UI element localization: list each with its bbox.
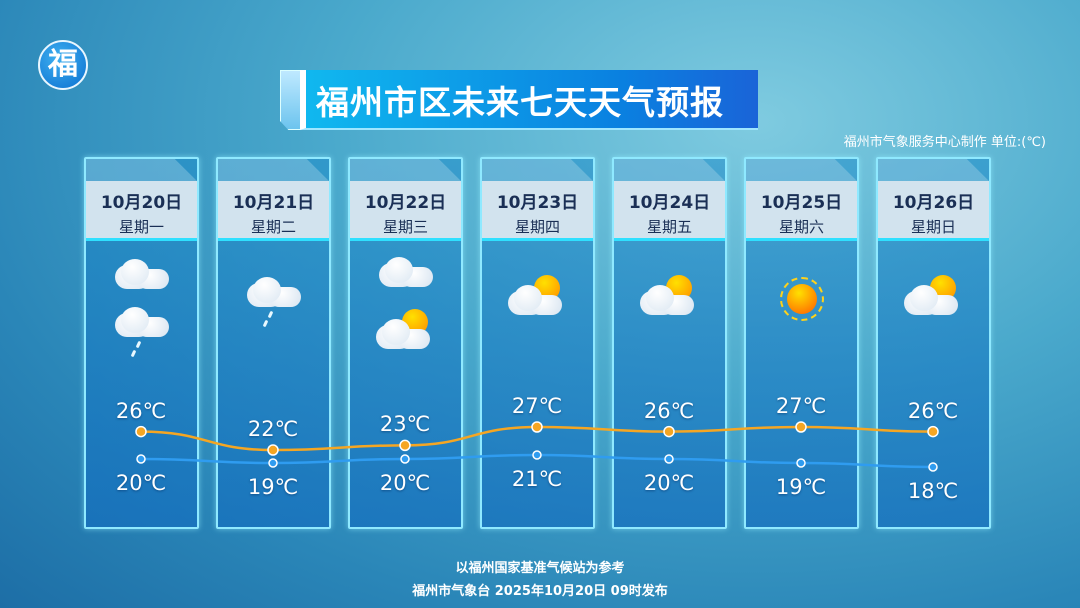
low-temp-point bbox=[400, 454, 410, 464]
card-header: 10月25日 星期六 bbox=[746, 181, 857, 241]
low-temp-point bbox=[664, 454, 674, 464]
day-card: 10月23日 星期四 bbox=[480, 157, 595, 529]
credit-unit: 福州市气象服务中心制作 单位:(℃) bbox=[843, 135, 1046, 150]
day-weekday: 星期四 bbox=[514, 218, 560, 236]
day-weekday: 星期六 bbox=[778, 218, 824, 236]
cloud-icon bbox=[507, 285, 562, 315]
day-date: 10月23日 bbox=[496, 193, 579, 213]
logo: 福 bbox=[38, 40, 88, 90]
card-header: 10月21日 星期二 bbox=[218, 181, 329, 241]
cloud-icon bbox=[114, 307, 169, 337]
card-cap bbox=[482, 159, 593, 181]
day-card: 10月24日 星期五 bbox=[612, 157, 727, 529]
high-temp-point bbox=[399, 439, 411, 452]
high-temp-point bbox=[663, 425, 675, 438]
card-cap bbox=[350, 159, 461, 181]
card-header: 10月22日 星期三 bbox=[350, 181, 461, 241]
low-temp-label: 19℃ bbox=[775, 475, 827, 499]
card-cap bbox=[878, 159, 989, 181]
card-header: 10月23日 星期四 bbox=[482, 181, 593, 241]
day-date: 10月26日 bbox=[892, 193, 975, 213]
footer-issued: 福州市气象台 2025年10月20日 09时发布 bbox=[412, 584, 668, 599]
day-weekday: 星期五 bbox=[646, 218, 692, 236]
low-temp-label: 18℃ bbox=[907, 479, 959, 503]
card-cap bbox=[86, 159, 197, 181]
low-temp-label: 20℃ bbox=[115, 471, 167, 495]
cloud-icon bbox=[378, 257, 433, 287]
high-temp-point bbox=[795, 421, 807, 433]
high-temp-label: 23℃ bbox=[379, 412, 431, 437]
page-title: 福州市区未来七天天气预报 bbox=[316, 83, 724, 122]
day-date: 10月20日 bbox=[100, 193, 183, 213]
banner-bg bbox=[300, 70, 758, 130]
rain-icon bbox=[114, 307, 169, 358]
low-temp-point bbox=[532, 450, 542, 460]
day-card: 10月20日 星期一 bbox=[84, 157, 199, 529]
cloud-icon bbox=[639, 285, 694, 315]
day-weekday: 星期日 bbox=[910, 218, 956, 236]
low-temp-point bbox=[136, 454, 146, 464]
day-weekday: 星期一 bbox=[118, 218, 164, 236]
high-temp-label: 27℃ bbox=[511, 394, 563, 418]
card-cap bbox=[746, 159, 857, 181]
card-header: 10月20日 星期一 bbox=[86, 181, 197, 241]
partly-cloudy-icon bbox=[639, 273, 700, 317]
footer-reference: 以福州国家基准气候站为参考 bbox=[455, 561, 625, 576]
high-temp-point bbox=[927, 425, 939, 438]
cloud-icon bbox=[903, 285, 958, 315]
day-card: 10月21日 星期二 bbox=[216, 157, 331, 529]
day-date: 10月25日 bbox=[760, 193, 843, 213]
low-temp-label: 20℃ bbox=[379, 471, 431, 495]
high-temp-label: 26℃ bbox=[115, 398, 167, 423]
partly-cloudy-icon bbox=[903, 273, 964, 317]
high-temp-label: 27℃ bbox=[775, 394, 827, 418]
day-date: 10月22日 bbox=[364, 193, 447, 213]
rain-icon bbox=[246, 277, 301, 328]
low-temp-point bbox=[796, 458, 806, 468]
day-card: 10月22日 星期三 bbox=[348, 157, 463, 529]
low-temp-label: 21℃ bbox=[511, 467, 563, 491]
low-temp-point bbox=[928, 462, 938, 472]
day-date: 10月24日 bbox=[628, 193, 711, 213]
high-temp-label: 26℃ bbox=[643, 398, 695, 423]
low-temp-label: 19℃ bbox=[247, 475, 299, 499]
sun-icon bbox=[779, 277, 824, 321]
high-temp-label: 26℃ bbox=[907, 398, 959, 423]
partly-cloudy-icon bbox=[507, 273, 568, 317]
card-header: 10月26日 星期日 bbox=[878, 181, 989, 241]
low-temp-label: 20℃ bbox=[643, 471, 695, 495]
cloud-icon bbox=[246, 277, 301, 307]
high-temp-point bbox=[267, 444, 279, 456]
card-cap bbox=[218, 159, 329, 181]
low-temp-point bbox=[268, 458, 278, 468]
card-cap bbox=[614, 159, 725, 181]
title-banner: 福州市区未来七天天气预报 bbox=[280, 70, 758, 130]
cloud-icon bbox=[114, 259, 169, 289]
card-header: 10月24日 星期五 bbox=[614, 181, 725, 241]
day-weekday: 星期二 bbox=[250, 218, 296, 236]
high-temp-point bbox=[135, 425, 147, 438]
day-weekday: 星期三 bbox=[382, 218, 428, 236]
cloud-icon bbox=[375, 319, 430, 349]
high-temp-label: 22℃ bbox=[247, 417, 299, 441]
partly-cloudy-icon bbox=[375, 307, 436, 351]
day-date: 10月21日 bbox=[232, 193, 315, 213]
high-temp-point bbox=[531, 421, 543, 433]
